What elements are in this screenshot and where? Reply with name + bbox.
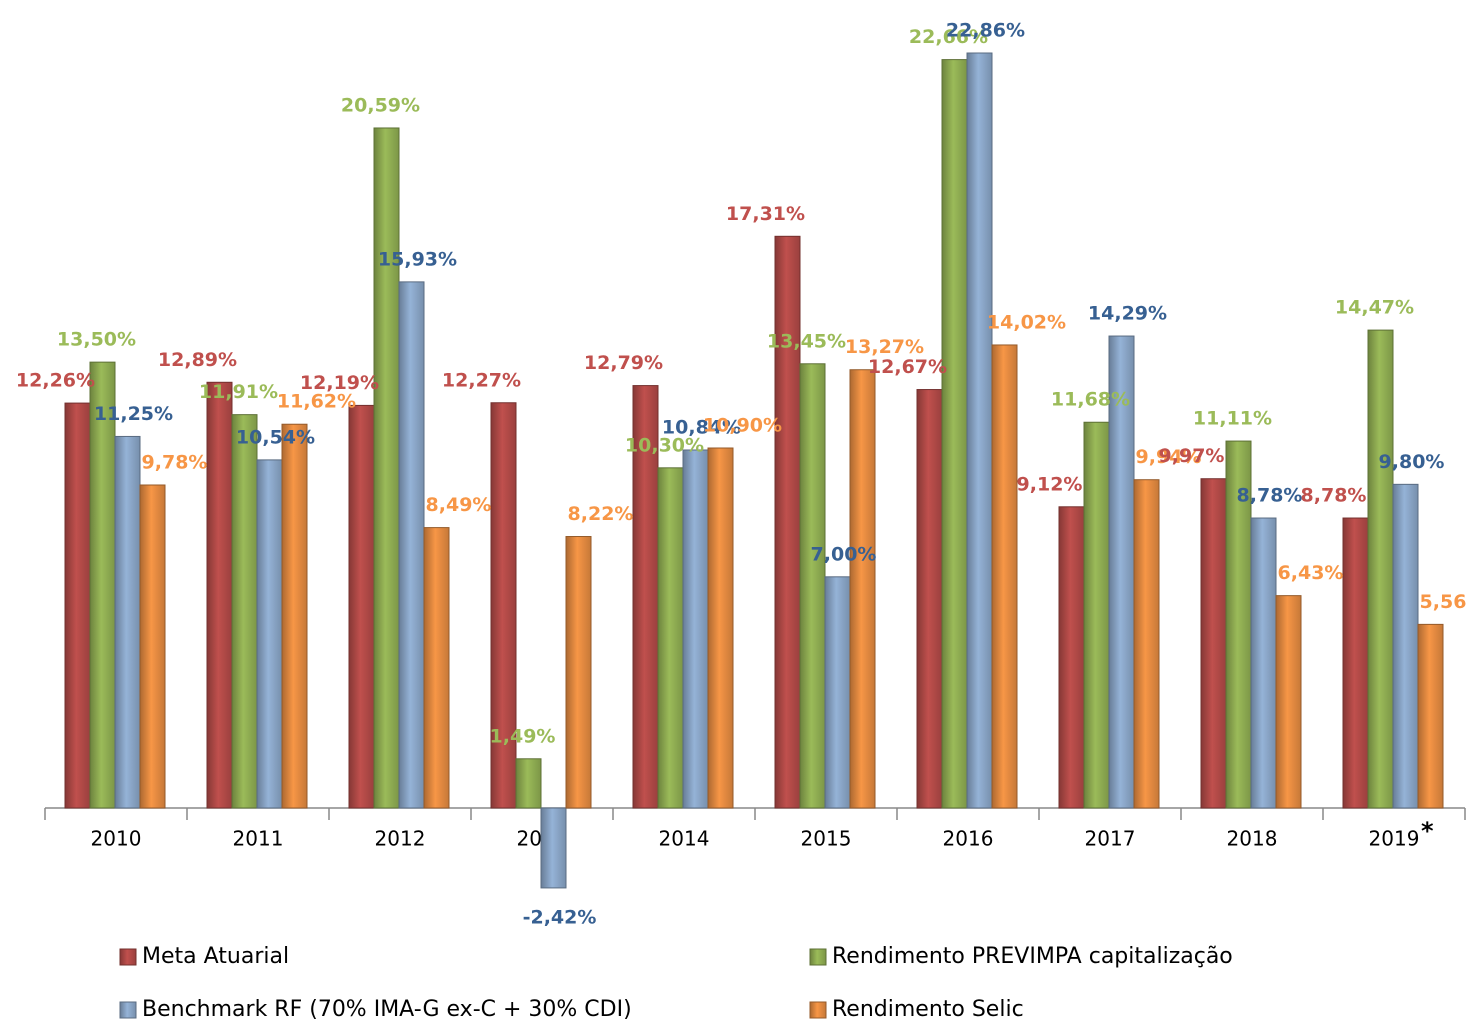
bar: [89, 361, 116, 809]
value-label: 12,26%: [16, 370, 95, 392]
value-label: 8,78%: [1301, 485, 1367, 507]
bar: [1417, 623, 1444, 809]
legend-label: Rendimento PREVIMPA capitalização: [832, 944, 1233, 969]
bar: [849, 369, 876, 809]
value-label: 13,27%: [845, 336, 924, 358]
bar: [281, 423, 308, 809]
value-label: 12,79%: [584, 352, 663, 374]
value-label: 14,47%: [1335, 297, 1414, 319]
value-label: 10,30%: [625, 434, 704, 456]
value-label: 8,22%: [568, 503, 634, 525]
bar: [799, 363, 826, 809]
bar: [256, 459, 283, 809]
x-tick-label: 2011: [233, 827, 284, 851]
value-label: 12,67%: [868, 356, 947, 378]
category-note: *: [1421, 817, 1434, 845]
bar: [1367, 329, 1394, 809]
bar: [1225, 440, 1252, 809]
bar: [231, 414, 258, 809]
bar: [941, 59, 968, 809]
value-label: 9,78%: [142, 451, 208, 473]
x-tick-label: 2016: [943, 827, 994, 851]
value-label: -2,42%: [523, 906, 597, 928]
bar: [348, 404, 375, 809]
value-label: 15,93%: [378, 248, 457, 270]
value-label: 11,11%: [1193, 408, 1272, 430]
bar: [139, 484, 166, 809]
bar: [423, 527, 450, 809]
value-label: 14,02%: [987, 311, 1066, 333]
legend-swatch: [809, 1001, 827, 1019]
bar: [1083, 421, 1110, 809]
value-label: 17,31%: [726, 203, 805, 225]
value-label: 10,54%: [236, 426, 315, 448]
bar: [515, 758, 542, 809]
value-label: 9,94%: [1136, 446, 1202, 468]
bar: [206, 381, 233, 809]
x-tick-label: 2014: [659, 827, 710, 851]
x-tick-label: 2012: [375, 827, 426, 851]
value-label: 12,19%: [300, 372, 379, 394]
x-tick-label: 2019: [1369, 827, 1420, 851]
x-tick-label: 2015: [801, 827, 852, 851]
value-label: 10,90%: [703, 415, 782, 437]
legend-swatch: [119, 1001, 137, 1019]
value-label: 1,49%: [490, 725, 556, 747]
value-label: 9,12%: [1017, 473, 1083, 495]
bar: [1108, 335, 1135, 809]
value-label: 11,25%: [94, 403, 173, 425]
bar: [916, 389, 943, 809]
bar: [1342, 517, 1369, 809]
bar: [1250, 517, 1277, 809]
bar: [1275, 595, 1302, 809]
legend-swatch: [119, 948, 137, 966]
bar: [398, 281, 425, 809]
value-label: 22,66%: [909, 26, 988, 48]
value-label: 11,68%: [1051, 389, 1130, 411]
value-label: 7,00%: [811, 543, 877, 565]
value-label: 12,89%: [158, 349, 237, 371]
value-label: 11,91%: [199, 381, 278, 403]
bar: [540, 807, 567, 889]
bar: [774, 235, 801, 809]
bar: [682, 449, 709, 809]
value-label: 14,29%: [1088, 303, 1167, 325]
bar: [490, 402, 517, 809]
value-label: 12,27%: [442, 369, 521, 391]
bar: [707, 447, 734, 809]
value-label: 9,97%: [1159, 445, 1225, 467]
bar: [565, 536, 592, 809]
bar: [1058, 506, 1085, 809]
legend-label: Meta Atuarial: [142, 944, 289, 969]
bar: [966, 52, 993, 809]
bar: [1200, 478, 1227, 809]
bar: [114, 435, 141, 809]
legend-swatch: [809, 948, 827, 966]
value-label: 8,49%: [426, 494, 492, 516]
value-label: 11,62%: [277, 391, 356, 413]
legend-label: Benchmark RF (70% IMA-G ex-C + 30% CDI): [142, 997, 632, 1022]
value-label: 6,43%: [1278, 562, 1344, 584]
bar: [373, 127, 400, 809]
bar: [991, 344, 1018, 809]
bar: [824, 576, 851, 809]
value-label: 22,86%: [946, 20, 1025, 42]
value-label: 5,56%: [1420, 591, 1467, 613]
x-tick-label: 2010: [91, 827, 142, 851]
legend-label: Rendimento Selic: [832, 997, 1024, 1022]
bar: [1133, 479, 1160, 809]
x-tick-label: 2017: [1085, 827, 1136, 851]
bar: [1392, 483, 1419, 809]
value-label: 13,45%: [767, 330, 846, 352]
value-label: 10,84%: [662, 416, 741, 438]
bar: [64, 402, 91, 809]
value-label: 20,59%: [341, 94, 420, 116]
x-tick-label: 2018: [1227, 827, 1278, 851]
value-label: 13,50%: [57, 329, 136, 351]
value-label: 9,80%: [1379, 451, 1445, 473]
bar: [657, 467, 684, 809]
value-label: 8,78%: [1237, 485, 1303, 507]
